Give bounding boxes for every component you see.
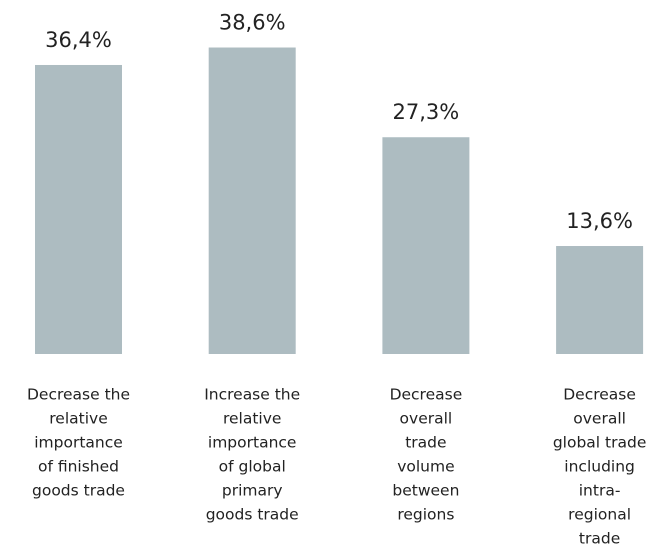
bar — [556, 246, 644, 354]
category-label: including — [564, 458, 635, 476]
category-label: relative — [223, 410, 281, 428]
category-label: Decrease — [563, 386, 636, 404]
category-label: regions — [397, 506, 454, 524]
category-label: volume — [397, 458, 454, 476]
value-label: 27,3% — [393, 100, 460, 124]
category-label: trade — [405, 434, 446, 452]
value-label: 36,4% — [45, 28, 112, 52]
category-label: of global — [219, 458, 286, 476]
category-label: Decrease the — [27, 386, 130, 404]
category-label: trade — [579, 530, 620, 548]
value-label: 38,6% — [219, 11, 286, 35]
category-label: intra- — [579, 482, 621, 500]
bar — [208, 47, 296, 355]
category-label: importance — [34, 434, 123, 452]
category-label: overall — [400, 410, 453, 428]
category-label: of finished — [38, 458, 119, 476]
category-label: global trade — [553, 434, 647, 452]
category-label: Decrease — [390, 386, 463, 404]
value-label: 13,6% — [566, 209, 633, 233]
category-label: between — [392, 482, 459, 500]
category-label: goods trade — [32, 482, 125, 500]
bar — [35, 64, 122, 354]
category-label: overall — [573, 410, 626, 428]
category-label: Increase the — [204, 386, 300, 404]
category-label: goods trade — [206, 506, 299, 524]
category-label: primary — [222, 482, 283, 500]
category-label: relative — [49, 410, 107, 428]
category-label: importance — [208, 434, 297, 452]
category-label: regional — [568, 506, 631, 524]
bar — [382, 137, 470, 354]
